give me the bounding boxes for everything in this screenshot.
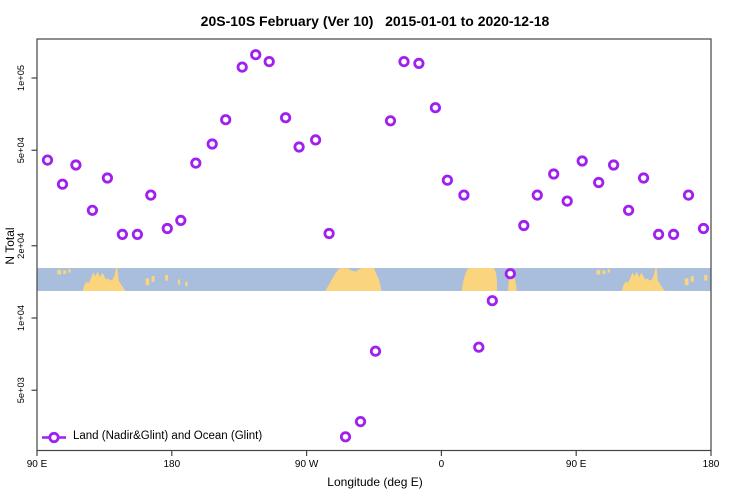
- x-tick-label: 180: [163, 459, 180, 470]
- data-point: [161, 222, 173, 235]
- data-point: [473, 341, 485, 353]
- data-point: [652, 228, 665, 240]
- data-point: [561, 195, 573, 207]
- map-band-land-indonesia-islands: [607, 269, 610, 273]
- data-point: [354, 415, 367, 428]
- data-point: [101, 172, 114, 184]
- data-point: [220, 114, 232, 126]
- data-point: [531, 189, 543, 201]
- map-band-land-africa: [461, 268, 498, 291]
- data-point: [145, 189, 157, 201]
- chart-title: 20S-10S February (Ver 10) 2015-01-01 to …: [200, 13, 550, 29]
- y-tick-label: 2e+04: [16, 233, 26, 259]
- data-point: [504, 268, 516, 280]
- map-band-land-melanesia-islands: [185, 281, 188, 287]
- data-point: [116, 228, 129, 240]
- data-point: [413, 57, 425, 70]
- data-point: [250, 49, 262, 61]
- data-point: [41, 154, 54, 166]
- map-band-land-indonesia-islands: [602, 270, 606, 275]
- data-point: [593, 176, 605, 189]
- data-point: [398, 55, 410, 68]
- x-tick-label: 0: [439, 459, 445, 470]
- data-point: [441, 174, 453, 186]
- legend-marker: [42, 431, 66, 444]
- data-point: [576, 155, 588, 167]
- data-point: [56, 178, 69, 190]
- y-tick-label: 1e+04: [16, 305, 26, 331]
- plot-area: [36, 38, 712, 452]
- map-band-land-melanesia-islands: [165, 274, 169, 281]
- data-point: [309, 134, 322, 146]
- map-band-land-melanesia-islands: [151, 276, 155, 282]
- data-point: [131, 228, 143, 240]
- legend-label: Land (Nadir&Glint) and Ocean (Glint): [73, 430, 263, 442]
- data-point: [339, 431, 352, 443]
- data-point: [607, 159, 620, 171]
- data-point: [384, 115, 397, 127]
- data-point: [622, 204, 635, 216]
- data-point: [548, 168, 560, 180]
- data-point: [518, 219, 530, 232]
- data-point: [279, 112, 292, 124]
- y-tick-label: 1e+05: [16, 65, 26, 91]
- data-point: [637, 172, 650, 184]
- x-tick-label: 90 E: [27, 459, 48, 470]
- map-band-land-indonesia-islands: [63, 270, 67, 275]
- map-band-land-melanesia-islands: [704, 274, 708, 281]
- map-band-land-australia: [621, 268, 665, 291]
- data-point: [190, 157, 202, 169]
- map-band-land-south-america: [325, 268, 382, 291]
- data-point: [86, 204, 99, 216]
- data-point: [323, 227, 335, 240]
- map-band-land-melanesia-islands: [690, 276, 694, 282]
- data-point: [486, 295, 498, 307]
- x-axis-label: Longitude (deg E): [327, 475, 423, 489]
- map-band: [37, 268, 726, 291]
- map-band-land-melanesia-islands: [684, 278, 689, 286]
- data-point: [667, 228, 680, 240]
- data-point: [206, 138, 218, 150]
- map-band-land-indonesia-islands: [68, 269, 71, 273]
- data-point: [697, 222, 710, 235]
- data-point: [682, 189, 695, 201]
- data-point: [175, 214, 187, 226]
- map-band-land-indonesia-islands: [596, 269, 601, 275]
- y-tick-label: 5e+03: [16, 377, 26, 403]
- data-point: [429, 102, 441, 114]
- map-band-land-australia: [82, 268, 126, 291]
- data-point: [70, 159, 82, 171]
- map-band-land-melanesia-islands: [145, 278, 150, 286]
- map-band-land-melanesia-islands: [724, 282, 726, 287]
- x-tick-label: 180: [703, 459, 720, 470]
- data-point: [458, 189, 470, 201]
- data-point: [293, 141, 305, 153]
- legend-point-icon: [48, 431, 60, 444]
- data-point: [369, 345, 382, 357]
- data-point: [236, 61, 248, 73]
- x-tick-label: 90 E: [566, 459, 587, 470]
- y-axis-label: N Total: [3, 227, 17, 265]
- x-tick-label: 90 W: [295, 459, 319, 470]
- map-band-land-melanesia-islands: [177, 279, 181, 285]
- map-band-land-indonesia-islands: [57, 269, 61, 275]
- map-band-land-melanesia-islands: [717, 280, 719, 285]
- y-tick-label: 5e+04: [16, 137, 26, 163]
- data-point: [263, 55, 275, 68]
